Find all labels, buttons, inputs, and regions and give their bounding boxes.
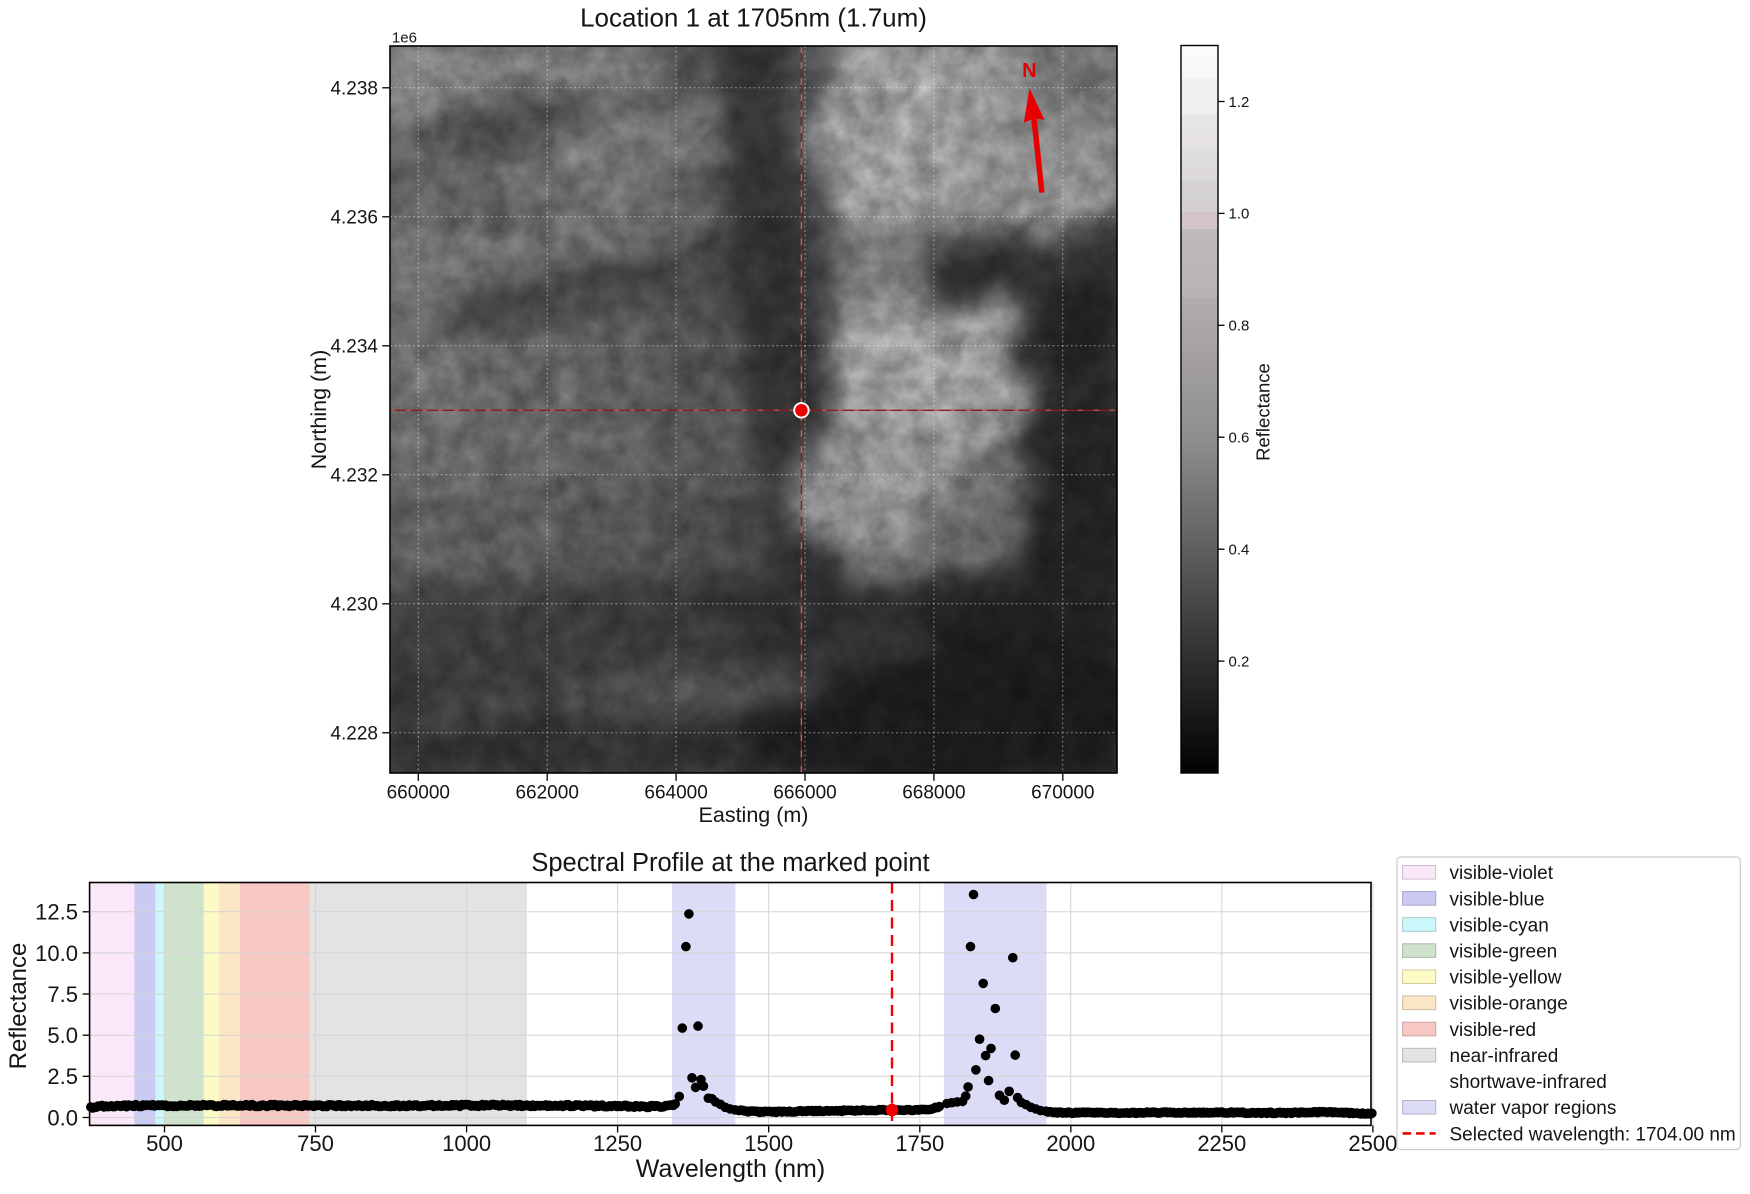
svg-text:1500: 1500 — [744, 1131, 793, 1156]
svg-text:visible-yellow: visible-yellow — [1450, 968, 1562, 989]
svg-text:4.228: 4.228 — [330, 724, 378, 745]
svg-text:2250: 2250 — [1197, 1131, 1246, 1156]
svg-text:10.0: 10.0 — [35, 941, 78, 966]
svg-text:4.230: 4.230 — [330, 595, 378, 616]
svg-text:water vapor regions: water vapor regions — [1449, 1098, 1617, 1119]
svg-text:5.0: 5.0 — [47, 1023, 78, 1048]
svg-text:668000: 668000 — [902, 783, 965, 804]
svg-text:4.238: 4.238 — [330, 79, 378, 100]
svg-text:0.4: 0.4 — [1229, 542, 1250, 559]
svg-text:0.8: 0.8 — [1229, 318, 1250, 335]
svg-text:visible-green: visible-green — [1450, 942, 1558, 963]
svg-text:4.234: 4.234 — [330, 337, 378, 358]
svg-text:Selected wavelength: 1704.00 n: Selected wavelength: 1704.00 nm — [1450, 1124, 1736, 1145]
svg-text:visible-red: visible-red — [1450, 1020, 1537, 1041]
svg-text:Easting (m): Easting (m) — [699, 803, 809, 827]
svg-text:0.6: 0.6 — [1229, 430, 1250, 447]
svg-text:666000: 666000 — [773, 783, 836, 804]
svg-text:Northing (m): Northing (m) — [307, 350, 331, 469]
svg-text:shortwave-infrared: shortwave-infrared — [1450, 1072, 1607, 1093]
svg-text:4.236: 4.236 — [330, 208, 378, 229]
svg-text:2500: 2500 — [1348, 1131, 1397, 1156]
svg-text:7.5: 7.5 — [47, 982, 78, 1007]
svg-text:visible-orange: visible-orange — [1450, 994, 1568, 1015]
svg-text:750: 750 — [297, 1131, 334, 1156]
svg-text:0.2: 0.2 — [1229, 653, 1250, 670]
svg-text:1e6: 1e6 — [392, 29, 417, 46]
svg-text:1.0: 1.0 — [1229, 206, 1250, 223]
svg-text:2000: 2000 — [1046, 1131, 1095, 1156]
svg-text:0.0: 0.0 — [47, 1105, 78, 1130]
svg-text:1750: 1750 — [895, 1131, 944, 1156]
svg-text:2.5: 2.5 — [47, 1064, 78, 1089]
svg-text:670000: 670000 — [1031, 783, 1094, 804]
svg-text:660000: 660000 — [387, 783, 450, 804]
svg-text:Reflectance: Reflectance — [5, 943, 32, 1070]
svg-text:664000: 664000 — [644, 783, 707, 804]
svg-text:1250: 1250 — [593, 1131, 642, 1156]
svg-text:visible-violet: visible-violet — [1450, 863, 1554, 884]
svg-text:Wavelength (nm): Wavelength (nm) — [636, 1155, 825, 1183]
svg-text:12.5: 12.5 — [35, 900, 78, 925]
svg-text:4.232: 4.232 — [330, 466, 378, 487]
svg-text:N: N — [1022, 60, 1036, 82]
svg-text:500: 500 — [146, 1131, 183, 1156]
svg-text:visible-cyan: visible-cyan — [1450, 915, 1549, 936]
svg-text:1.2: 1.2 — [1229, 94, 1250, 111]
svg-text:1000: 1000 — [442, 1131, 491, 1156]
svg-text:662000: 662000 — [515, 783, 578, 804]
svg-text:Location 1 at 1705nm (1.7um): Location 1 at 1705nm (1.7um) — [580, 3, 927, 33]
svg-text:near-infrared: near-infrared — [1450, 1046, 1559, 1067]
svg-text:Spectral Profile at the marked: Spectral Profile at the marked point — [531, 849, 929, 877]
svg-text:visible-blue: visible-blue — [1450, 889, 1545, 910]
svg-text:Reflectance: Reflectance — [1253, 363, 1274, 461]
